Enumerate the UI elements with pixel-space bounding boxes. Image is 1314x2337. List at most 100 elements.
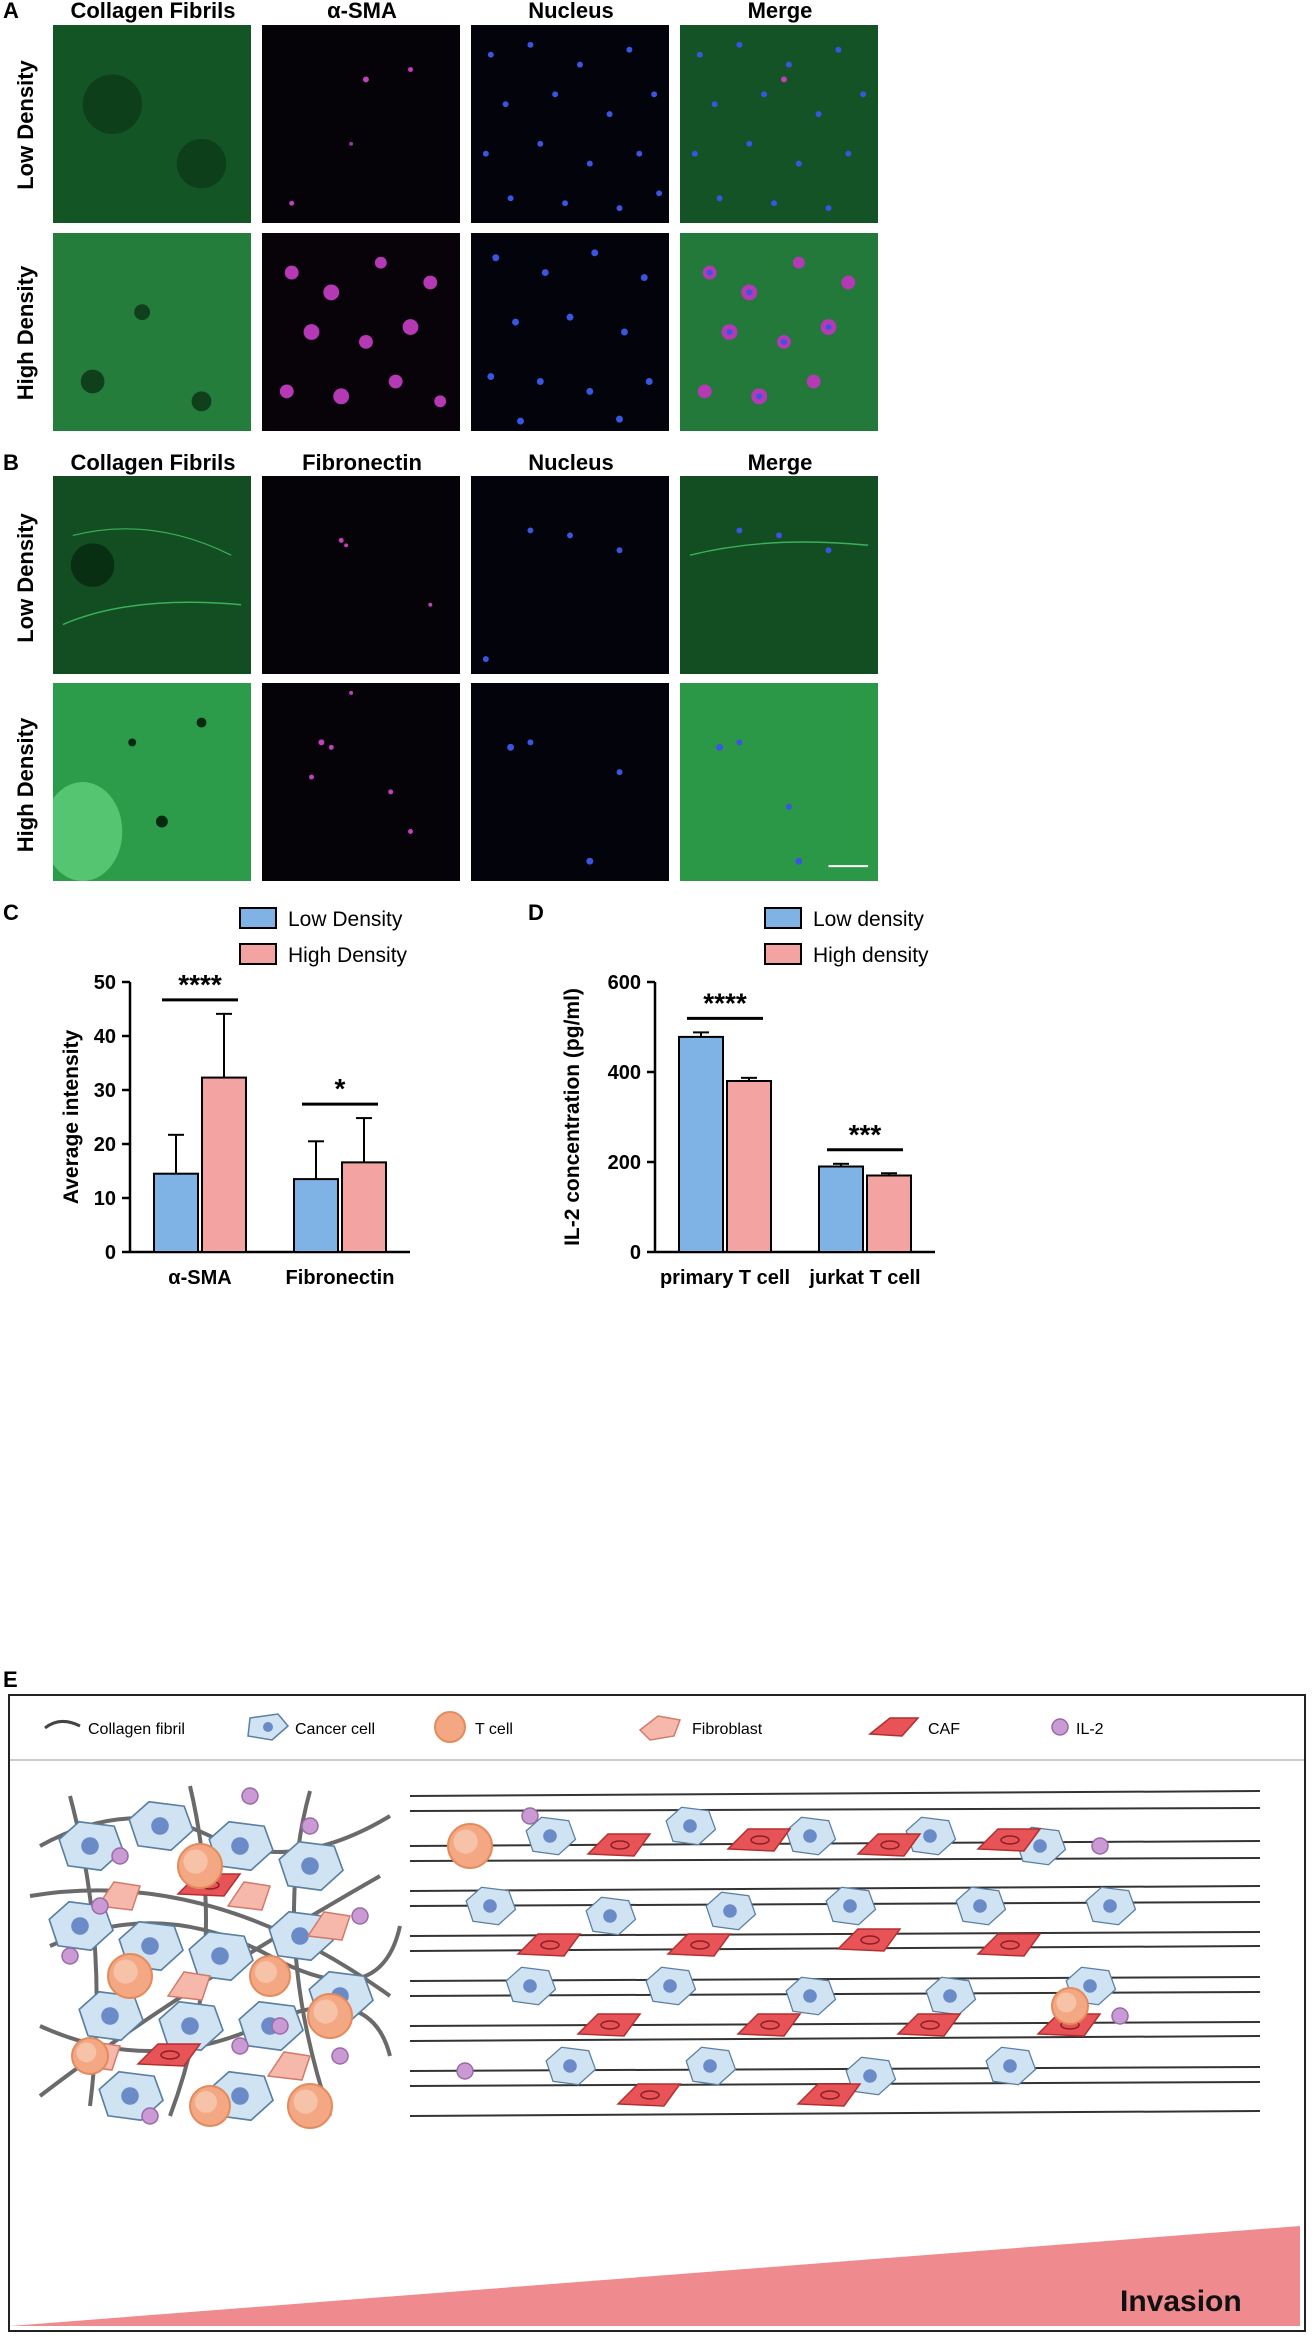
chart-c-ytick-label-3: 30 [94,1080,116,1102]
cancer-cell [188,1930,254,1982]
fibroblast-cell [306,1911,351,1941]
chart-c-ytick-label-1: 10 [94,1188,116,1210]
cancer-cell [525,1816,577,1856]
chart-d-sig-label-1: *** [849,1119,882,1150]
cancer-cell-nucleus [703,2059,717,2073]
cancer-cell [785,1976,837,2016]
t-cell-core [293,2089,318,2114]
caf-cell [836,1928,902,1952]
caf-cell [616,2083,682,2107]
cancer-cell [78,1990,144,2042]
fibroblast-cell [96,1881,141,1911]
cancer-cell [645,1966,697,2006]
caf-cell-body [1036,2013,1102,2037]
cancer-cell-nucleus [843,1899,857,1913]
micrograph-a-low-nucleus [471,25,669,223]
il2-molecule [91,1897,109,1915]
il2-molecule [351,1907,369,1925]
column-title-merge-b: Merge [747,450,813,475]
cancer-cell-nucleus [71,1917,89,1935]
cancer-cell-nucleus [563,2059,577,2073]
fibroblast-cell [266,2051,311,2081]
chart-c-legend-swatch-1 [239,943,277,965]
caf-cell-nucleus [920,2020,940,2030]
column-title-nucleus-b: Nucleus [528,450,614,475]
micrograph-a-low-collagen [53,25,251,223]
caf-cell [796,2083,862,2107]
cancer-cell [465,1886,517,1926]
micrograph-a-high-asma [262,233,460,431]
micrograph-b-low-fibronectin [262,476,460,674]
micrograph-b-high-collagen [53,683,251,881]
caf-cell-nucleus [540,1940,560,1950]
cancer-cell-nucleus [81,1837,99,1855]
row-label-high-density-b: High Density [13,717,38,853]
cancer-cell-nucleus [141,1937,159,1955]
il2-molecule [1111,2007,1129,2025]
caf-cell [976,1933,1042,1957]
cancer-cell [785,1816,837,1856]
chart-d: Low density High density 0 200 400 600 IL-2 co… [561,907,935,1289]
column-title-nucleus: Nucleus [528,0,614,23]
cancer-cell-nucleus [1103,1899,1117,1913]
caf-cell-nucleus [750,1835,770,1845]
caf-cell [976,1828,1042,1852]
chart-c-legend-label-1: High Density [288,944,408,967]
cancer-cell-nucleus [803,1989,817,2003]
caf-cell [856,1833,922,1857]
chart-c-ylabel: Average intensity [60,1030,83,1205]
t-cell-core [1056,1992,1077,2013]
il2-molecule [241,1787,259,1805]
caf-cell-body [576,2013,642,2037]
cancer-cell [925,1976,977,2016]
micrograph-a-high-collagen [53,233,251,431]
chart-c-bar-0-1 [201,1076,247,1253]
legend-fibroblast-label: Fibroblast [692,1721,763,1738]
legend-cancer-cell-nucleus-icon [263,1722,273,1732]
il2-molecule [61,1947,79,1965]
cancer-cell-nucleus [231,2087,249,2105]
chart-d-ylabel: IL-2 concentration (pg/ml) [561,988,584,1246]
legend-caf-label: CAF [928,1721,960,1738]
column-title-collagen: Collagen Fibrils [70,0,236,23]
t-cell-core [113,1959,138,1984]
chart-c-bar-1-1 [341,1161,387,1253]
caf-cell-body [586,1833,652,1857]
micrograph-a-high-nucleus [471,233,669,431]
caf-cell [896,2013,962,2037]
caf-cell-nucleus [1000,1940,1020,1950]
cancer-cell-nucleus [973,1899,987,1913]
cancer-cell-nucleus [211,1947,229,1965]
cancer-cell [955,1886,1007,1926]
chart-c-bar-0-0 [153,1172,199,1254]
cancer-cell [685,2046,737,2086]
cancer-cell-nucleus [523,1979,537,1993]
chart-c-sig-label-1: * [335,1073,346,1104]
legend-t-cell-label: T cell [475,1721,513,1738]
legend-fibroblast-icon [638,1715,682,1741]
cancer-cell [705,1891,757,1931]
caf-cell-body [836,1928,902,1952]
cancer-cell [505,1966,557,2006]
panel-letter-d: D [528,900,544,925]
micrograph-b-high-merge [680,683,878,881]
caf-cell-body [856,1833,922,1857]
caf-cell-nucleus [760,2020,780,2030]
chart-d-legend-label-1: High density [813,944,929,967]
panel-letter-e: E [3,1667,18,1692]
caf-cell-nucleus [820,2090,840,2100]
caf-cell-body [516,1933,582,1957]
chart-c-ytick-label-2: 20 [94,1134,116,1156]
chart-d-legend-swatch-1 [764,943,802,965]
panel-letter-a: A [3,0,19,23]
caf-cell-body [976,1828,1042,1852]
caf-cell [516,1933,582,1957]
cancer-cell-nucleus [723,1904,737,1918]
chart-d-ytick-label-1: 200 [608,1152,641,1174]
caf-cell-body [976,1933,1042,1957]
schematic-legend: Collagen fibril Cancer cell T cell Fibro… [44,1711,1104,1743]
cancer-cell [985,2046,1037,2086]
chart-c-category-label-1: Fibronectin [286,1267,395,1289]
t-cell-core [313,1999,338,2024]
chart-c-legend-swatch-0 [239,907,277,929]
